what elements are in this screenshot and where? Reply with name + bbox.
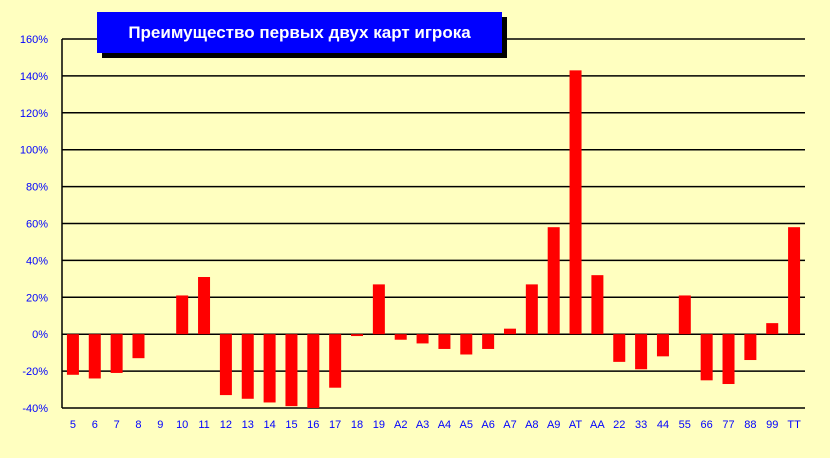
bar xyxy=(788,227,801,335)
bar xyxy=(766,323,779,335)
chart-title: Преимущество первых двух карт игрока xyxy=(97,12,502,53)
bar xyxy=(525,284,538,335)
x-tick-label: AA xyxy=(590,419,605,431)
x-tick-label: A2 xyxy=(394,419,407,431)
y-tick-label: -20% xyxy=(22,366,48,378)
x-tick-label: A7 xyxy=(503,419,516,431)
bar xyxy=(482,334,495,349)
bar xyxy=(460,334,473,355)
x-tick-label: 15 xyxy=(285,419,297,431)
x-tick-label: A5 xyxy=(460,419,473,431)
bar xyxy=(241,334,254,399)
bar xyxy=(329,334,342,388)
x-tick-label: 66 xyxy=(701,419,713,431)
x-tick-label: 11 xyxy=(198,419,209,431)
x-tick-label: 88 xyxy=(744,419,756,431)
bar xyxy=(263,334,276,403)
x-tick-label: A9 xyxy=(547,419,560,431)
bar xyxy=(372,284,385,335)
y-tick-label: -40% xyxy=(22,403,48,415)
y-tick-label: 100% xyxy=(20,145,48,157)
bar xyxy=(656,334,669,357)
x-tick-label: 12 xyxy=(220,419,232,431)
x-tick-label: 17 xyxy=(329,419,341,431)
y-tick-label: 40% xyxy=(26,255,48,267)
bar xyxy=(547,227,560,335)
x-tick-label: 22 xyxy=(613,419,625,431)
bar xyxy=(438,334,451,349)
bar xyxy=(569,70,582,335)
y-tick-label: 160% xyxy=(20,34,48,46)
x-tick-label: A4 xyxy=(438,419,451,431)
bar xyxy=(678,295,691,335)
y-tick-label: 80% xyxy=(26,182,48,194)
x-tick-label: 19 xyxy=(373,419,385,431)
x-tick-label: 16 xyxy=(307,419,319,431)
x-tick-label: AT xyxy=(569,419,583,431)
x-tick-label: 18 xyxy=(351,419,363,431)
bar xyxy=(416,334,429,344)
bar xyxy=(307,334,320,408)
y-tick-label: 120% xyxy=(20,108,48,120)
bar xyxy=(394,334,407,340)
y-tick-label: 0% xyxy=(32,329,48,341)
bar xyxy=(700,334,713,381)
y-tick-label: 20% xyxy=(26,292,48,304)
x-tick-label: 13 xyxy=(242,419,254,431)
x-tick-label: 77 xyxy=(722,419,734,431)
y-tick-label: 140% xyxy=(20,71,48,83)
x-tick-label: 99 xyxy=(766,419,778,431)
y-tick-label: 60% xyxy=(26,219,48,231)
x-tick-label: 6 xyxy=(92,419,98,431)
x-tick-label: 14 xyxy=(263,419,275,431)
x-tick-label: 7 xyxy=(114,419,120,431)
bar xyxy=(66,334,79,375)
bar xyxy=(219,334,232,396)
bar xyxy=(744,334,757,361)
x-tick-label: 10 xyxy=(176,419,188,431)
bar xyxy=(613,334,626,362)
bar xyxy=(722,334,735,385)
bar xyxy=(351,334,364,337)
x-tick-label: 44 xyxy=(657,419,669,431)
bar xyxy=(503,328,516,335)
bar xyxy=(132,334,145,359)
x-tick-label: 5 xyxy=(70,419,76,431)
bar xyxy=(88,334,101,379)
x-tick-label: 33 xyxy=(635,419,647,431)
x-tick-label: TT xyxy=(787,419,801,431)
x-tick-label: A6 xyxy=(481,419,494,431)
x-tick-label: A8 xyxy=(525,419,538,431)
bar xyxy=(285,334,298,407)
x-tick-label: 55 xyxy=(679,419,691,431)
x-tick-label: A3 xyxy=(416,419,429,431)
bar xyxy=(176,295,189,335)
bar xyxy=(198,277,211,335)
x-tick-label: 9 xyxy=(157,419,163,431)
bar xyxy=(635,334,648,370)
x-tick-label: 8 xyxy=(135,419,141,431)
bar xyxy=(591,275,604,335)
bar xyxy=(110,334,123,373)
